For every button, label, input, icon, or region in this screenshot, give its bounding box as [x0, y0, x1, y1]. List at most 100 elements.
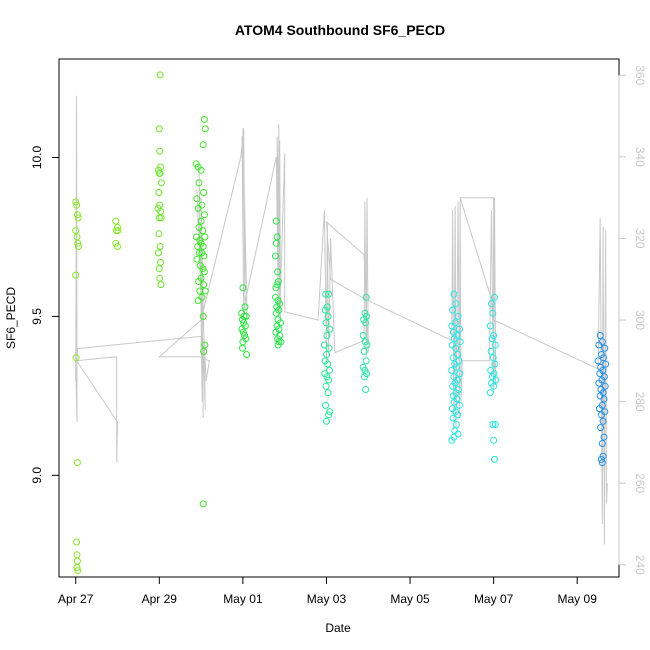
series-8 [448, 290, 464, 444]
x-tick-label: May 03 [307, 592, 347, 606]
data-point [600, 354, 607, 362]
data-point [491, 293, 498, 301]
data-point [362, 293, 370, 301]
data-point [489, 421, 497, 428]
y2-tick-label: 320 [633, 228, 647, 248]
data-point [272, 252, 279, 260]
data-point [324, 312, 332, 320]
data-point [156, 274, 164, 282]
data-point [450, 398, 458, 406]
data-point [114, 243, 121, 250]
data-point [155, 189, 163, 196]
y2-axis: 240 260 280 300 320 340 360 [618, 65, 647, 575]
data-point [491, 455, 498, 463]
data-point [155, 125, 163, 133]
data-point [325, 366, 333, 374]
data-point [448, 366, 456, 374]
data-point [324, 360, 332, 368]
x-axis-label: Date [325, 621, 351, 635]
data-point [199, 141, 207, 149]
x-axis: Apr 27 Apr 29 May 01 May 03 May 05 May 07 May … [58, 576, 597, 606]
data-point [325, 290, 333, 298]
data-point [600, 433, 608, 441]
data-point [272, 239, 280, 247]
data-point [325, 344, 333, 352]
data-point [241, 332, 249, 339]
data-point [156, 147, 164, 155]
data-point [491, 360, 499, 368]
data-point [361, 373, 368, 381]
data-point [72, 271, 80, 279]
data-point [239, 284, 247, 292]
x-tick-label: May 07 [474, 592, 514, 606]
data-point [272, 309, 280, 317]
data-point [200, 252, 208, 260]
data-point [239, 316, 246, 324]
data-point [597, 424, 605, 432]
data-point [448, 322, 456, 330]
data-point [454, 351, 462, 358]
series-10 [594, 332, 610, 467]
data-point [74, 567, 82, 575]
y2-tick-label: 360 [633, 65, 647, 85]
data-point [200, 211, 208, 219]
data-point [360, 347, 368, 355]
data-point [195, 278, 203, 285]
y-tick-label: 9.5 [30, 308, 44, 325]
data-point [596, 370, 604, 378]
data-point [363, 341, 371, 349]
data-point [598, 459, 606, 467]
data-point [155, 230, 163, 238]
data-point [155, 265, 163, 273]
y2-tick-label: 240 [633, 555, 647, 575]
y-axis: 9.0 9.5 10.0 [30, 145, 60, 484]
x-tick-label: May 05 [390, 592, 430, 606]
data-point [488, 335, 496, 343]
data-point [200, 347, 208, 355]
y2-tick-label: 280 [633, 392, 647, 412]
data-point [595, 379, 603, 387]
data-point [243, 351, 251, 358]
x-tick-label: May 01 [223, 592, 263, 606]
data-point [449, 354, 457, 362]
series-3 [192, 115, 209, 508]
data-point [597, 411, 605, 419]
data-point [155, 249, 162, 257]
data-point [273, 281, 281, 289]
data-point [448, 436, 456, 444]
y2-tick-label: 340 [633, 147, 647, 167]
data-point [323, 351, 330, 358]
data-point [194, 204, 202, 212]
data-point [359, 332, 367, 339]
data-point [73, 459, 81, 467]
data-point [599, 417, 607, 425]
data-point [450, 290, 458, 298]
data-point [156, 243, 164, 250]
data-point [454, 312, 462, 320]
data-point [450, 335, 458, 343]
data-point [72, 227, 80, 235]
data-point [193, 255, 201, 263]
data-point [72, 198, 80, 206]
y-tick-label: 10.0 [30, 145, 44, 169]
series-6 [320, 290, 334, 425]
data-point [196, 287, 204, 295]
data-point [322, 319, 330, 327]
data-point [596, 332, 604, 339]
data-point [326, 408, 334, 416]
data-point [324, 389, 332, 397]
data-point [322, 401, 330, 409]
series-0 [72, 198, 83, 575]
series-5 [272, 217, 285, 349]
data-point [194, 297, 202, 304]
data-point [322, 290, 330, 298]
data-point [362, 319, 370, 327]
x-tick-label: Apr 27 [58, 592, 94, 606]
data-point [157, 214, 165, 222]
data-point [197, 166, 205, 174]
data-point [456, 338, 464, 346]
data-point [362, 357, 370, 365]
data-point [598, 440, 606, 447]
series-2 [154, 71, 165, 289]
